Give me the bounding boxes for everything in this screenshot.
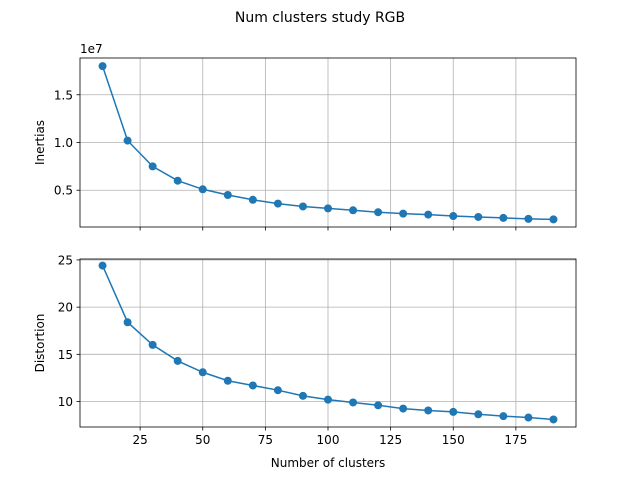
inertia-subplot: 0.5 1.0 1.5 Inertias 1e7 [33,42,577,231]
distortion-data-point [148,340,157,349]
inertia-y-axis-label: Inertias [33,120,47,165]
distortion-x-tick-label: 50 [195,433,210,447]
distortion-data-point [349,398,358,407]
distortion-y-tick-label: 15 [58,348,73,362]
inertia-y-tick-label: 0.5 [54,184,73,198]
inertia-data-point [549,215,558,224]
inertia-data-point [424,210,433,219]
distortion-x-tick-label: 100 [317,433,340,447]
inertia-data-point [349,206,358,215]
distortion-y-tick-label: 20 [58,301,73,315]
inertia-data-point [449,212,458,221]
distortion-data-point [273,386,282,395]
distortion-data-point [524,413,533,422]
distortion-x-tick-label: 125 [379,433,402,447]
inertia-y-tick-label: 1.0 [54,136,73,150]
distortion-data-point [324,395,332,404]
distortion-x-axis-label: Number of clusters [271,456,385,470]
inertia-data-point [173,176,182,185]
distortion-data-point [223,376,232,385]
distortion-y-tick-label: 10 [58,395,73,409]
distortion-data-point [248,381,257,390]
distortion-data-point [123,318,132,327]
inertia-data-point [248,195,257,204]
distortion-x-tick-label: 175 [504,433,527,447]
figure-title: Num clusters study RGB [235,10,405,26]
distortion-data-point [499,412,508,421]
distortion-data-point [399,404,408,413]
distortion-data-point [424,406,433,415]
inertia-data-point [499,213,508,222]
inertia-data-point [524,214,533,223]
inertia-data-point [374,208,383,217]
distortion-data-point [474,410,483,419]
inertia-data-point [223,191,232,200]
distortion-x-tick-label: 150 [442,433,465,447]
distortion-data-point [374,401,383,410]
inertia-data-point [273,199,282,208]
inertia-data-point [474,212,483,221]
inertia-data-point [298,202,307,211]
inertia-data-point [148,162,157,171]
distortion-x-tick-label: 25 [132,433,147,447]
distortion-y-tick-label: 25 [58,253,73,267]
distortion-data-point [298,391,307,400]
distortion-subplot: 25 50 75 100 125 150 175 10 15 20 25 Distortion Numb… [33,253,577,470]
distortion-data-point [173,356,182,365]
distortion-data-point [549,415,558,424]
inertia-y-tick-label: 1.5 [54,88,73,102]
distortion-data-point [449,407,458,416]
distortion-data-point [198,368,207,377]
inertia-data-point [123,136,132,145]
inertia-data-point [399,209,408,218]
inertia-offset-text: 1e7 [80,42,103,56]
distortion-data-point [98,261,107,270]
inertia-data-point [324,204,332,213]
distortion-y-axis-label: Distortion [33,314,47,373]
inertia-data-point [198,185,207,194]
distortion-x-tick-label: 75 [258,433,273,447]
inertia-data-point [98,62,107,71]
